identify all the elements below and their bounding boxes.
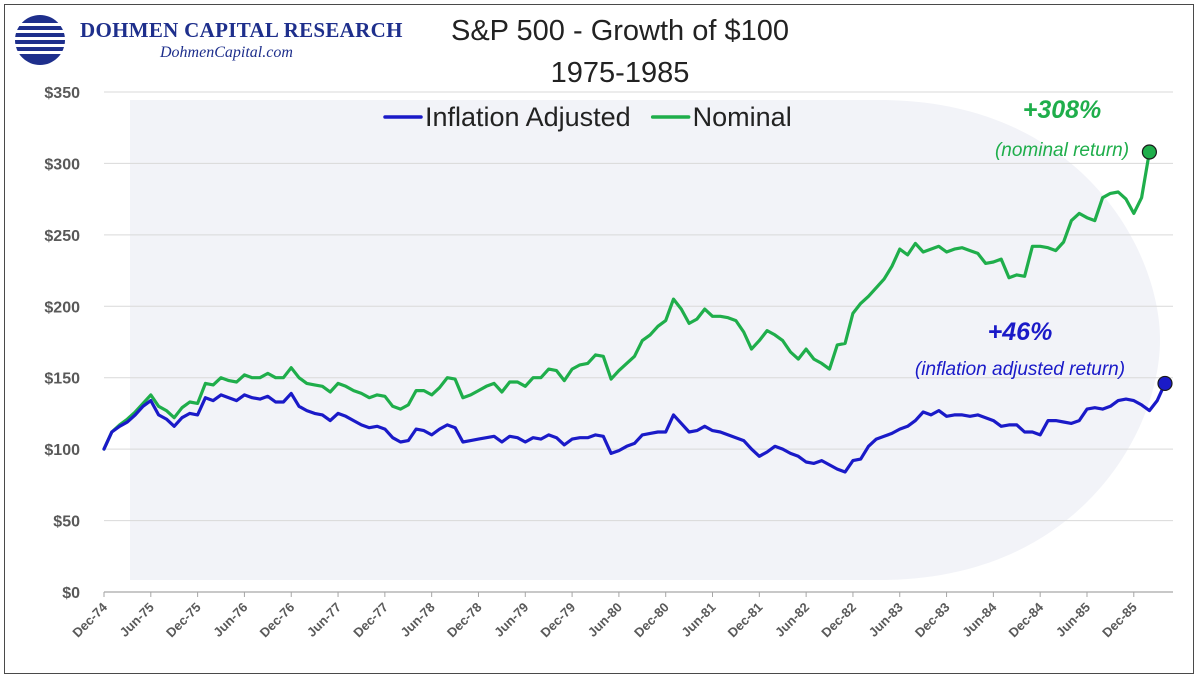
y-tick-label: $50 [53,514,80,531]
legend: Inflation Adjusted Nominal [383,102,792,132]
x-tick-label: Jun-78 [398,600,438,640]
x-tick-label: Jun-77 [304,600,344,640]
chart-subtitle: 1975-1985 [550,57,690,89]
brand-name: DOHMEN CAPITAL RESEARCH [80,18,403,42]
chart-frame [4,4,1194,674]
x-tick-label: Dec-76 [257,600,298,641]
brand-url: DohmenCapital.com [160,44,293,61]
annotations: +308% (nominal return) +46% (inflation adju… [915,96,1129,380]
y-axis: $0 $50 $100 $150 $200 $250 $300 $350 [44,85,80,602]
series-lines [102,144,1173,474]
y-tick-label: $300 [44,156,80,173]
x-tick-label: Jun-83 [866,600,906,640]
x-tick-label: Jun-84 [959,599,1000,640]
series-line-nominal [102,150,1152,451]
x-tick-label: Jun-81 [678,600,718,640]
annotation-note: (inflation adjusted return) [915,359,1125,380]
x-tick-label: Dec-75 [163,600,204,641]
y-tick-label: $200 [44,299,80,316]
annotation-value: +308% [1023,96,1102,124]
y-tick-label: $350 [44,85,80,102]
x-tick-label: Dec-82 [818,600,859,641]
series-line-inflation-adjusted [102,381,1167,474]
x-tick-label: Dec-79 [537,600,578,641]
y-tick-label: $150 [44,371,80,388]
legend-entry: Inflation Adjusted [425,102,631,132]
series-end-marker [1141,144,1157,160]
x-tick-label: Jun-79 [491,600,531,640]
x-tick-label: Jun-85 [1053,600,1093,640]
annotation-value: +46% [988,318,1053,346]
x-tick-label: Dec-81 [725,600,766,641]
brand-logo-icon [14,15,72,65]
x-tick-label: Dec-80 [631,600,672,641]
x-tick-label: Jun-80 [585,600,625,640]
x-tick-label: Dec-84 [1006,599,1047,640]
y-tick-label: $250 [44,228,80,245]
x-tick-label: Jun-82 [772,600,812,640]
x-tick-label: Dec-83 [912,600,953,641]
annotation-note: (nominal return) [995,140,1129,161]
grid-lines [104,91,1173,522]
series-end-marker [1157,375,1173,392]
x-tick-label: Dec-77 [350,600,391,641]
y-tick-label: $0 [62,585,80,602]
legend-entry: Nominal [693,102,792,132]
y-tick-label: $100 [44,442,80,459]
x-tick-label: Jun-75 [117,600,157,640]
x-tick-label: Dec-74 [69,599,110,640]
x-axis: Dec-74 Jun-75 Dec-75 Jun-76 Dec-76 Jun-77 Dec-… [69,591,1173,641]
chart-title: S&P 500 - Growth of $100 [450,15,789,47]
x-tick-label: Dec-85 [1099,600,1140,641]
x-tick-label: Jun-76 [210,600,250,640]
x-tick-label: Dec-78 [444,600,485,641]
